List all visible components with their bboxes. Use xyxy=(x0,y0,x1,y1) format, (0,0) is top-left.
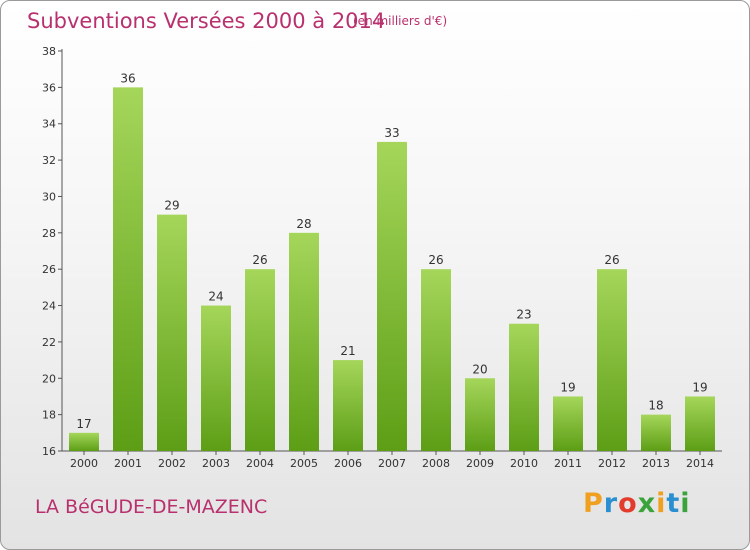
x-tick-label-2002: 2002 xyxy=(158,457,186,470)
logo-letter: r xyxy=(603,488,619,519)
x-tick-label-2009: 2009 xyxy=(466,457,494,470)
data-label-2005: 28 xyxy=(296,217,311,231)
x-tick-label-2003: 2003 xyxy=(202,457,230,470)
y-tick-label: 32 xyxy=(42,154,56,167)
bar-2001 xyxy=(113,87,143,451)
y-tick-label: 26 xyxy=(42,263,56,276)
data-label-2009: 20 xyxy=(472,362,487,376)
data-label-2006: 21 xyxy=(340,344,355,358)
y-tick-label: 34 xyxy=(42,118,56,131)
x-tick-label-2000: 2000 xyxy=(70,457,98,470)
y-tick-label: 20 xyxy=(42,372,56,385)
y-tick-label: 16 xyxy=(42,445,56,458)
bar-2007 xyxy=(377,141,407,451)
data-label-2003: 24 xyxy=(208,290,223,304)
x-tick-label-2014: 2014 xyxy=(686,457,714,470)
axes: 16 18 20 22 24 26 28 30 32 34 36 38 2000 2001 2002 2003… xyxy=(42,45,722,470)
proxiti-logo: Proxiti xyxy=(583,488,691,519)
x-tick-label-2005: 2005 xyxy=(290,457,318,470)
data-label-2002: 29 xyxy=(164,199,179,213)
x-tick-label-2001: 2001 xyxy=(114,457,142,470)
bar-2002 xyxy=(157,214,187,451)
bar-2006 xyxy=(333,360,363,451)
data-label-2012: 26 xyxy=(604,253,619,267)
y-tick-label: 38 xyxy=(42,45,56,58)
data-label-2008: 26 xyxy=(428,253,443,267)
logo-letter: i xyxy=(680,488,691,519)
x-tick-label-2008: 2008 xyxy=(422,457,450,470)
unit-label: (en milliers d'€) xyxy=(353,14,448,28)
bar-2005 xyxy=(289,232,319,451)
data-label-2011: 19 xyxy=(560,380,575,394)
logo-letter: o xyxy=(618,488,638,519)
data-label-2013: 18 xyxy=(648,399,663,413)
bars: 17 36 29 24 26 28 21 33 26 20 23 19 26 18 19 xyxy=(69,71,715,451)
bar-2000 xyxy=(69,432,99,451)
bar-2008 xyxy=(421,269,451,451)
y-tick-label: 22 xyxy=(42,336,56,349)
x-tick-label-2011: 2011 xyxy=(554,457,582,470)
chart-title: Subventions Versées 2000 à 2014 xyxy=(27,9,386,33)
logo-letter: x xyxy=(637,488,657,519)
data-label-2001: 36 xyxy=(120,71,135,85)
x-tick-label-2004: 2004 xyxy=(246,457,274,470)
x-tick-label-2012: 2012 xyxy=(598,457,626,470)
logo-letter: i xyxy=(656,488,667,519)
x-tick-label-2007: 2007 xyxy=(378,457,406,470)
data-label-2004: 26 xyxy=(252,253,267,267)
data-label-2014: 19 xyxy=(692,380,707,394)
commune-name: LA BéGUDE-DE-MAZENC xyxy=(35,496,268,518)
x-tick-label-2013: 2013 xyxy=(642,457,670,470)
y-tick-label: 30 xyxy=(42,190,56,203)
bar-2012 xyxy=(597,269,627,451)
x-tick-label-2010: 2010 xyxy=(510,457,538,470)
y-tick-label: 18 xyxy=(42,409,56,422)
data-label-2000: 17 xyxy=(76,417,91,431)
bar-2011 xyxy=(553,396,583,451)
bar-2010 xyxy=(509,323,539,451)
logo-letter: t xyxy=(666,488,681,519)
x-tick-label-2006: 2006 xyxy=(334,457,362,470)
data-label-2007: 33 xyxy=(384,126,399,140)
bar-2014 xyxy=(685,396,715,451)
bar-2009 xyxy=(465,378,495,451)
y-tick-label: 36 xyxy=(42,81,56,94)
y-tick-label: 24 xyxy=(42,300,56,313)
bar-2004 xyxy=(245,269,275,451)
logo-letter: P xyxy=(583,488,604,519)
bar-2013 xyxy=(641,414,671,451)
bar-2003 xyxy=(201,305,231,451)
data-label-2010: 23 xyxy=(516,308,531,322)
y-tick-label: 28 xyxy=(42,227,56,240)
